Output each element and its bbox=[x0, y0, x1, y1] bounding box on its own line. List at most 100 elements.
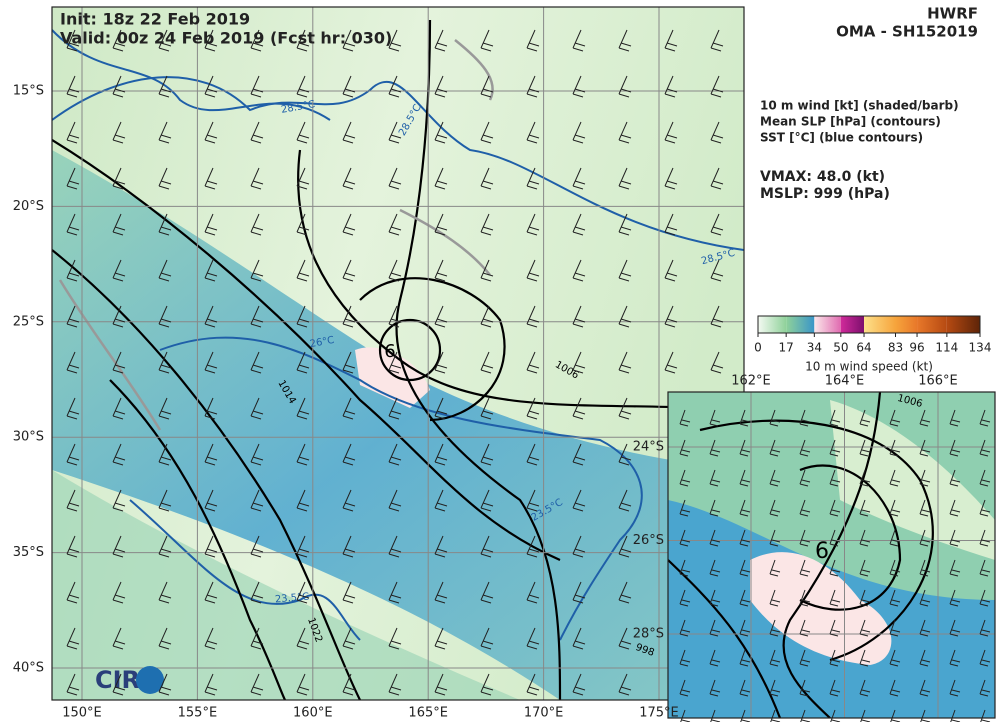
wind-barb bbox=[480, 121, 494, 144]
wind-barb bbox=[889, 679, 901, 697]
wind-barb bbox=[979, 679, 991, 697]
wind-barb bbox=[158, 581, 172, 604]
wind-barb bbox=[664, 29, 678, 52]
wind-barb bbox=[739, 679, 751, 697]
wind-barb bbox=[296, 397, 310, 420]
wind-barb bbox=[919, 409, 931, 427]
wind-barb bbox=[679, 619, 691, 637]
wind-barb bbox=[572, 259, 586, 282]
wind-barb bbox=[979, 409, 991, 427]
wind-barb bbox=[709, 589, 721, 607]
wind-barb bbox=[889, 649, 901, 667]
wind-barb bbox=[769, 589, 781, 607]
wind-barb bbox=[526, 535, 540, 558]
wind-barb bbox=[66, 305, 80, 328]
wind-barb bbox=[204, 213, 218, 236]
wind-barb bbox=[342, 29, 356, 52]
wind-barb bbox=[618, 29, 632, 52]
wind-barb bbox=[889, 409, 901, 427]
wind-barb bbox=[204, 581, 218, 604]
wind-barb bbox=[919, 619, 931, 637]
wind-barb bbox=[112, 535, 126, 558]
logo-icon bbox=[136, 666, 164, 694]
wind-barb bbox=[250, 351, 264, 374]
wind-barb bbox=[859, 469, 871, 487]
wind-barb bbox=[572, 535, 586, 558]
wind-barb bbox=[572, 673, 586, 696]
colorbar-segment bbox=[786, 316, 815, 333]
wind-barb bbox=[710, 75, 724, 98]
wind-barb bbox=[526, 581, 540, 604]
wind-barb bbox=[204, 259, 218, 282]
wind-barb bbox=[769, 439, 781, 457]
wind-barb bbox=[709, 409, 721, 427]
wind-barb bbox=[342, 351, 356, 374]
wind-barb bbox=[112, 489, 126, 512]
wind-barb bbox=[739, 439, 751, 457]
wind-barb bbox=[296, 535, 310, 558]
wind-barb bbox=[618, 397, 632, 420]
wind-barb bbox=[480, 29, 494, 52]
wind-barb bbox=[342, 627, 356, 650]
wind-barb bbox=[250, 305, 264, 328]
legend-line: Mean SLP [hPa] (contours) bbox=[760, 115, 941, 129]
wind-barb bbox=[480, 627, 494, 650]
wind-barb bbox=[250, 581, 264, 604]
wind-barb bbox=[204, 167, 218, 190]
wind-barb bbox=[572, 489, 586, 512]
colorbar-tick-label: 34 bbox=[807, 341, 822, 355]
wind-barb bbox=[296, 213, 310, 236]
inset-lon-label: 166°E bbox=[918, 374, 958, 389]
wind-barb bbox=[434, 305, 448, 328]
wind-barb bbox=[296, 489, 310, 512]
wind-barb bbox=[112, 581, 126, 604]
wind-barb bbox=[889, 619, 901, 637]
wind-barb bbox=[296, 167, 310, 190]
contour-label: 6 bbox=[384, 341, 395, 362]
wind-barb bbox=[480, 673, 494, 696]
wind-barb bbox=[388, 627, 402, 650]
wind-barb bbox=[526, 213, 540, 236]
wind-barb bbox=[799, 469, 811, 487]
wind-barb bbox=[480, 75, 494, 98]
init-text: Init: 18z 22 Feb 2019 bbox=[60, 10, 250, 29]
wind-barb bbox=[739, 469, 751, 487]
wind-barb bbox=[949, 409, 961, 427]
wind-barb bbox=[526, 29, 540, 52]
wind-barb bbox=[250, 443, 264, 466]
colorbar-tick-label: 17 bbox=[779, 341, 794, 355]
wind-barb bbox=[572, 351, 586, 374]
wind-barb bbox=[949, 529, 961, 547]
wind-barb bbox=[859, 439, 871, 457]
wind-barb bbox=[710, 259, 724, 282]
wind-barb bbox=[434, 29, 448, 52]
wind-barb bbox=[158, 535, 172, 558]
lon-label: 155°E bbox=[178, 706, 218, 721]
inset bbox=[667, 391, 996, 719]
wind-barb bbox=[250, 75, 264, 98]
wind-barb bbox=[526, 489, 540, 512]
lon-label: 175°E bbox=[639, 706, 679, 721]
wind-barb bbox=[250, 213, 264, 236]
wind-barb bbox=[679, 469, 691, 487]
wind-barb bbox=[769, 679, 781, 697]
wind-barb bbox=[480, 351, 494, 374]
inset-lon-label: 162°E bbox=[731, 374, 771, 389]
wind-barb bbox=[526, 259, 540, 282]
wind-barb bbox=[709, 499, 721, 517]
wind-barb bbox=[799, 559, 811, 577]
wind-barb bbox=[526, 351, 540, 374]
wind-barb bbox=[979, 649, 991, 667]
wind-barb bbox=[979, 439, 991, 457]
wind-barb bbox=[250, 397, 264, 420]
wind-barb bbox=[158, 167, 172, 190]
wind-barb bbox=[799, 499, 811, 517]
wind-barb bbox=[296, 673, 310, 696]
wind-barb bbox=[480, 581, 494, 604]
wind-barb bbox=[679, 499, 691, 517]
wind-barb bbox=[480, 535, 494, 558]
wind-barb bbox=[66, 397, 80, 420]
colorbar-segment bbox=[946, 316, 980, 333]
wind-barb bbox=[679, 439, 691, 457]
wind-barb bbox=[158, 397, 172, 420]
